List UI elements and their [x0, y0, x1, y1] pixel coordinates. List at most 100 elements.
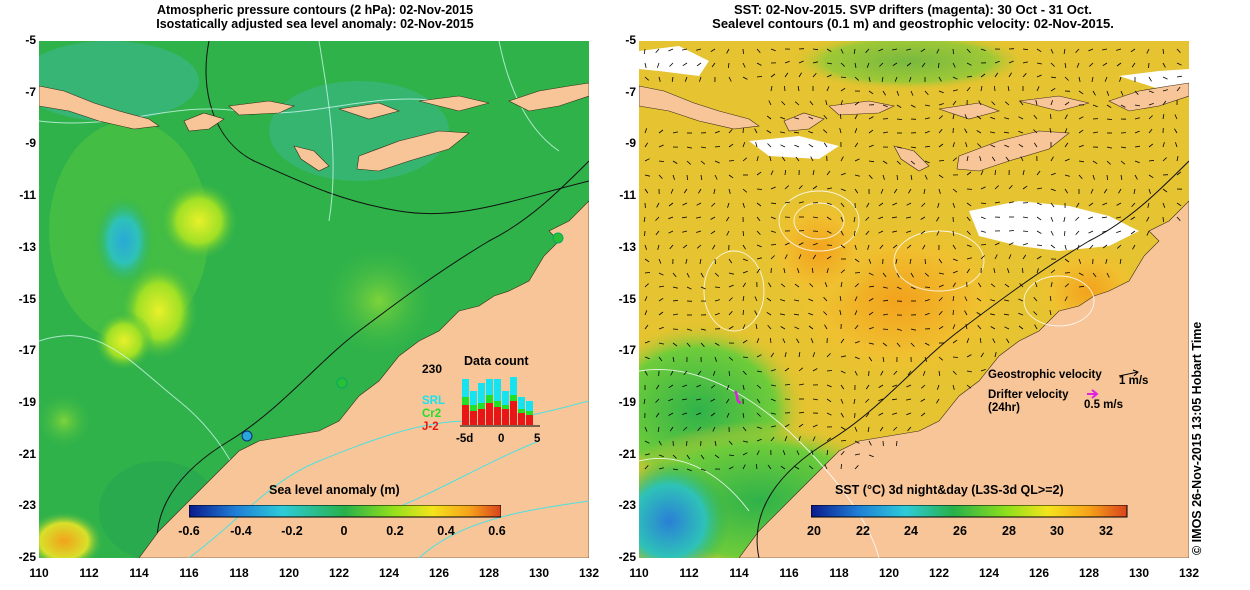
velocity-arrow [980, 244, 987, 246]
velocity-arrow [1091, 76, 1094, 82]
velocity-arrow [895, 258, 898, 264]
velocity-arrow [1148, 143, 1154, 148]
velocity-arrow [980, 255, 985, 260]
velocity-arrow [672, 272, 677, 278]
velocity-arrow [727, 202, 730, 208]
velocity-arrow [1050, 62, 1055, 67]
velocity-arrow [728, 76, 732, 82]
velocity-arrow [896, 90, 900, 96]
velocity-arrow [1118, 188, 1122, 194]
velocity-arrow [1176, 202, 1182, 207]
velocity-arrow [1148, 62, 1150, 69]
velocity-arrow [924, 145, 930, 148]
velocity-arrow [1106, 174, 1108, 181]
velocity-arrow [853, 398, 856, 404]
velocity-arrow [1133, 188, 1136, 194]
right-lat-tick: -25 [618, 550, 636, 564]
velocity-arrow [907, 370, 912, 376]
velocity-arrow [780, 283, 786, 288]
velocity-arrow [994, 85, 996, 92]
left-lon-tick: 122 [328, 566, 350, 580]
velocity-arrow [854, 272, 861, 274]
left-lon-tick: 128 [478, 566, 500, 580]
velocity-arrow [938, 297, 943, 302]
velocity-arrow [966, 384, 972, 389]
velocity-arrow [798, 185, 803, 190]
velocity-arrow [1120, 174, 1123, 180]
data-count-bar [478, 383, 485, 403]
velocity-arrow [794, 144, 800, 148]
velocity-arrow [1120, 104, 1126, 108]
velocity-arrow [1008, 201, 1014, 204]
velocity-arrow [896, 342, 901, 348]
velocity-arrow [854, 356, 860, 360]
velocity-arrow [1050, 87, 1056, 92]
data-count-bar [478, 403, 485, 409]
velocity-arrow [909, 76, 912, 82]
velocity-arrow [924, 117, 930, 120]
velocity-arrow [756, 370, 762, 373]
geostrophic-scale: 1 m/s [1119, 375, 1149, 387]
velocity-arrow [1116, 230, 1122, 233]
left-lon-tick: 112 [79, 566, 99, 580]
velocity-arrow [867, 426, 870, 432]
left-lat-tick: -25 [18, 550, 36, 564]
velocity-arrow [1162, 48, 1165, 54]
velocity-arrow [920, 230, 926, 235]
left-lon-tick: 126 [428, 566, 450, 580]
velocity-arrow [794, 101, 800, 106]
right-lat-tick: -19 [618, 394, 636, 409]
velocity-arrow [868, 311, 874, 316]
velocity-arrow [696, 244, 702, 249]
velocity-arrow [1036, 86, 1040, 92]
velocity-arrow [1102, 48, 1108, 51]
velocity-arrow [644, 310, 648, 316]
velocity-arrow [1022, 185, 1028, 190]
velocity-arrow [1117, 244, 1122, 249]
velocity-arrow [1004, 131, 1010, 134]
velocity-arrow [865, 48, 870, 53]
velocity-arrow [1106, 90, 1110, 96]
velocity-arrow [726, 48, 730, 54]
velocity-arrow [1116, 48, 1122, 51]
velocity-arrow [924, 342, 930, 346]
velocity-arrow [728, 188, 731, 194]
sea-level-anomaly-map[interactable]: Data count 230 SRL Cr2 J-2 -5d 0 5 Sea l… [39, 41, 589, 558]
velocity-arrow [727, 62, 730, 68]
velocity-arrow [742, 157, 748, 162]
velocity-arrow [1174, 128, 1178, 134]
velocity-arrow [1034, 324, 1038, 330]
velocity-arrow [658, 174, 663, 179]
velocity-arrow [966, 62, 972, 66]
velocity-arrow [1022, 254, 1027, 260]
velocity-arrow [826, 398, 832, 403]
velocity-arrow [682, 384, 688, 388]
velocity-arrow [1034, 282, 1038, 288]
velocity-arrow [655, 48, 660, 54]
velocity-arrow [1092, 90, 1096, 96]
velocity-arrow [1049, 128, 1052, 134]
sst-map[interactable]: Geostrophic velocity 1 m/s Drifter veloc… [639, 41, 1189, 558]
velocity-arrow [672, 286, 678, 289]
velocity-arrow [1088, 48, 1094, 52]
velocity-arrow [896, 160, 901, 165]
velocity-arrow [810, 338, 814, 344]
velocity-arrow [1105, 258, 1108, 264]
velocity-arrow [878, 384, 884, 388]
velocity-arrow [840, 463, 842, 470]
velocity-arrow [840, 202, 845, 208]
velocity-arrow [766, 130, 772, 134]
right-lat-tick: -9 [625, 136, 636, 151]
right-lon-tick: 128 [1078, 566, 1100, 580]
velocity-arrow [868, 298, 874, 302]
velocity-arrow [868, 174, 873, 179]
left-lon-tick: 132 [578, 566, 600, 580]
velocity-arrow [784, 72, 789, 78]
velocity-arrow [965, 142, 968, 148]
velocity-arrow [644, 296, 648, 302]
velocity-arrow [742, 142, 746, 148]
velocity-arrow [810, 156, 814, 162]
velocity-arrow [742, 426, 747, 432]
velocity-arrow [769, 338, 772, 344]
velocity-arrow [811, 450, 814, 456]
